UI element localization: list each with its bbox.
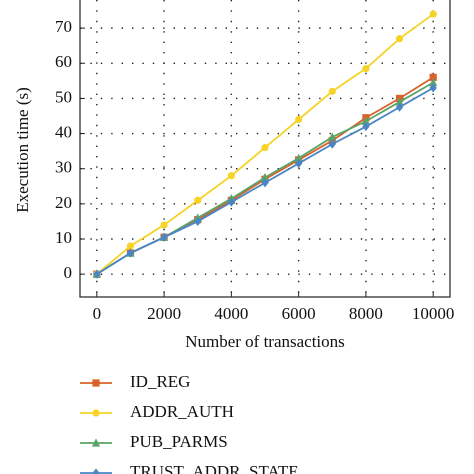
marker <box>328 132 337 141</box>
marker <box>295 115 303 124</box>
marker <box>260 172 270 182</box>
marker <box>93 269 101 279</box>
legend-label: PUB_PARMS <box>130 432 228 451</box>
marker <box>295 158 303 169</box>
marker <box>395 97 404 106</box>
marker <box>227 172 235 180</box>
y-tick-label: 30 <box>55 158 72 177</box>
marker <box>362 64 370 73</box>
legend-label: ID_REG <box>130 372 190 391</box>
x-tick-label: 2000 <box>147 304 181 323</box>
marker <box>126 242 135 250</box>
marker <box>227 197 235 207</box>
marker <box>429 83 437 93</box>
legend-marker <box>92 379 100 387</box>
legend-marker <box>91 438 101 447</box>
marker <box>126 248 135 258</box>
y-tick-label: 70 <box>55 17 72 36</box>
marker <box>194 196 202 204</box>
x-tick-label: 0 <box>93 304 102 323</box>
marker <box>294 153 303 162</box>
y-tick-label: 0 <box>64 263 73 282</box>
y-tick-label: 50 <box>55 87 72 106</box>
y-tick-label: 10 <box>55 228 72 247</box>
marker <box>194 216 202 227</box>
y-tick-label: 60 <box>55 52 72 71</box>
x-tick-label: 4000 <box>214 304 248 323</box>
marker <box>160 232 168 242</box>
marker <box>395 102 404 112</box>
marker <box>361 116 371 125</box>
x-tick-label: 8000 <box>349 304 383 323</box>
y-tick-label: 20 <box>55 193 72 212</box>
marker <box>362 121 370 132</box>
legend-marker <box>92 409 100 417</box>
y-axis-title: Execution time (s) <box>13 87 32 213</box>
marker <box>395 35 404 43</box>
marker <box>261 178 269 188</box>
marker <box>160 221 168 229</box>
x-tick-label: 10000 <box>412 304 455 323</box>
y-tick-label: 40 <box>55 122 72 141</box>
marker <box>328 139 336 149</box>
marker <box>429 73 437 81</box>
marker <box>261 144 269 152</box>
marker <box>429 10 437 18</box>
legend-label: ADDR_AUTH <box>130 402 234 421</box>
legend-marker <box>92 468 100 474</box>
marker <box>328 87 336 95</box>
x-axis-title: Number of transactions <box>185 332 345 351</box>
plot-frame <box>79 0 451 298</box>
legend-label: TRUST_ADDR_STATE <box>130 462 299 474</box>
x-tick-label: 6000 <box>282 304 316 323</box>
marker <box>429 77 438 87</box>
